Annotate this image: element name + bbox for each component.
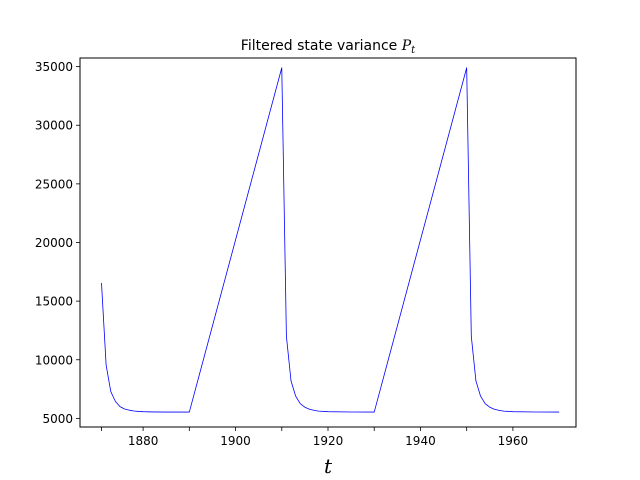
- y-tick-label: 25000: [35, 177, 73, 191]
- y-tick-label: 30000: [35, 119, 73, 133]
- x-tick-label: 1880: [128, 434, 159, 448]
- y-axis: 5000 10000 15000 20000 25000 30000 35000: [35, 60, 80, 426]
- chart-title-symbol: P: [401, 38, 412, 54]
- x-tick-label: 1900: [220, 434, 251, 448]
- y-tick-label: 35000: [35, 60, 73, 74]
- x-axis-label: t: [324, 454, 333, 478]
- x-tick-label: 1940: [405, 434, 436, 448]
- x-axis: 1880 1900 1920 1940 1960: [101, 427, 528, 448]
- x-tick-label: 1920: [313, 434, 344, 448]
- x-tick-label: 1960: [498, 434, 529, 448]
- series-line-0: [101, 67, 560, 413]
- y-tick-label: 5000: [42, 412, 73, 426]
- chart-title-text: Filtered state variance: [241, 38, 402, 54]
- y-tick-label: 20000: [35, 236, 73, 250]
- y-tick-label: 10000: [35, 353, 73, 367]
- chart-title: Filtered state variance Pt: [241, 38, 416, 56]
- chart-title-subscript: t: [411, 45, 416, 56]
- plot-area: [101, 67, 560, 413]
- y-tick-label: 15000: [35, 295, 73, 309]
